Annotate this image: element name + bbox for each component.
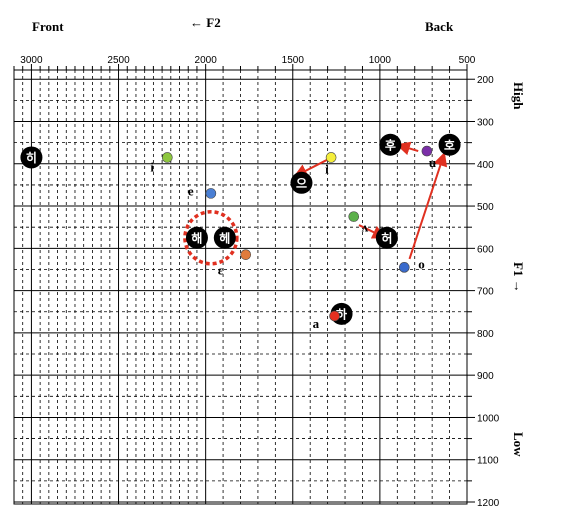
y-tick-label: 1000	[477, 413, 500, 424]
korean-vowel-badge	[213, 226, 236, 249]
y-tick-label: 300	[477, 118, 494, 129]
tick-labels: 3000 2500 2000 1500 1000 50020030040050060070…	[20, 55, 499, 509]
merged-vowel-circle	[183, 210, 239, 266]
korean-vowel-badge	[379, 133, 402, 156]
korean-vowel-label: 호	[444, 138, 455, 152]
vowel-point-label: i	[150, 159, 154, 174]
vowel-point	[325, 152, 337, 163]
vowel-point	[348, 211, 360, 222]
high-label: High	[511, 82, 526, 110]
shift-arrow	[408, 151, 448, 260]
f1-arrow-label: F1 →	[511, 262, 526, 293]
korean-vowel-label: 하	[336, 306, 347, 321]
x-tick-label: 2000	[195, 55, 218, 66]
korean-vowel-badge	[290, 171, 313, 194]
y-tick-label: 900	[477, 371, 494, 382]
vowel-point-label: ʌ	[362, 220, 369, 235]
vowel-point-label: i	[325, 161, 329, 176]
front-label: Front	[32, 19, 64, 34]
x-tick-label: 1500	[282, 55, 305, 66]
korean-vowel-label: 헤	[219, 230, 230, 245]
x-tick-label: 3000	[20, 55, 43, 66]
vowel-point-label: o	[418, 256, 425, 271]
vowel-point-label: u	[429, 155, 436, 170]
y-tick-label: 400	[477, 160, 494, 171]
korean-vowel-label: 으	[296, 176, 307, 190]
korean-vowel-badge	[375, 226, 398, 249]
korean-vowel-label: 허	[381, 230, 392, 245]
vowel-point	[398, 262, 410, 273]
vowel-point-label: a	[313, 316, 320, 331]
korean-vowel-badge	[185, 226, 208, 249]
low-label: Low	[511, 432, 526, 457]
x-tick-label: 500	[459, 55, 476, 66]
vowel-point-label: ɛ	[218, 263, 224, 278]
korean-vowel-badge	[20, 146, 43, 169]
korean-vowel-label: 히	[26, 150, 37, 165]
y-tick-label: 200	[477, 75, 494, 86]
y-tick-label: 800	[477, 329, 494, 340]
y-tick-label: 700	[477, 287, 494, 298]
x-tick-label: 1000	[369, 55, 392, 66]
vowel-point	[205, 188, 217, 199]
f2-arrow-label: ← F2	[190, 15, 221, 30]
back-label: Back	[425, 19, 454, 34]
korean-vowel-label: 해	[191, 231, 202, 245]
vowel-point-label: e	[188, 183, 194, 198]
vowel-point	[421, 145, 433, 157]
marks: 히으 후 호허 해 헤하 i i u e ʌ ɛ o a	[20, 133, 461, 331]
y-tick-label: 500	[477, 202, 494, 213]
vowel-point	[240, 249, 252, 260]
grid	[13, 64, 475, 505]
korean-vowel-label: 후	[385, 137, 396, 152]
vowel-point	[329, 310, 340, 322]
x-tick-label: 2500	[107, 55, 130, 66]
y-tick-label: 1200	[477, 498, 500, 509]
y-tick-label: 600	[477, 244, 494, 255]
y-tick-label: 1100	[477, 456, 499, 467]
vowel-point	[162, 152, 173, 163]
korean-vowel-badge	[438, 133, 461, 156]
